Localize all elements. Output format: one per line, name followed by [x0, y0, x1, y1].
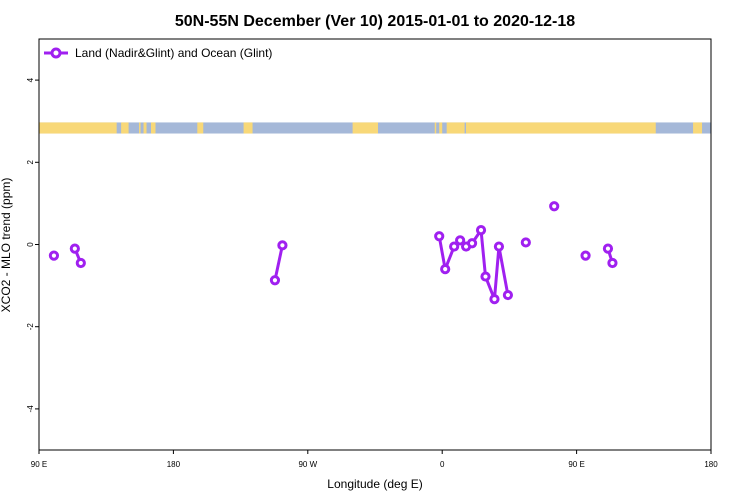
y-tick-label: 4	[26, 77, 35, 82]
x-tick-label: 90 E	[31, 460, 47, 469]
x-tick-label: 90 W	[298, 460, 317, 469]
land-band	[143, 122, 147, 134]
data-point	[480, 271, 491, 282]
y-tick-label: 0	[26, 242, 35, 247]
land-band	[446, 122, 465, 134]
land-band	[466, 122, 656, 134]
data-point	[489, 294, 500, 305]
y-tick-label: -4	[26, 405, 35, 413]
y-axis: -4 -2 0 2 4	[26, 77, 39, 412]
data-point	[466, 238, 478, 249]
x-axis: 90 E 180 90 W 0 90 E 180	[31, 450, 718, 469]
data-point	[434, 231, 445, 242]
y-tick-label: 2	[26, 160, 35, 165]
land-ocean-strip	[39, 122, 711, 134]
land-band	[439, 122, 443, 134]
x-tick-label: 0	[440, 460, 445, 469]
data-point	[502, 289, 514, 301]
chart-title: 50N-55N December (Ver 10) 2015-01-01 to …	[175, 13, 575, 30]
legend-marker-swatch	[50, 47, 62, 59]
land-band	[434, 122, 437, 134]
y-axis-label: XCO2 - MLO trend (ppm)	[0, 178, 13, 313]
x-tick-label: 90 E	[568, 460, 584, 469]
data-point	[440, 264, 451, 275]
land-band	[139, 122, 141, 134]
series-lines	[73, 228, 614, 301]
land-band	[197, 122, 204, 134]
data-point	[602, 243, 614, 254]
x-tick-label: 180	[704, 460, 718, 469]
land-band	[121, 122, 129, 134]
data-point	[269, 275, 281, 286]
data-point	[607, 257, 618, 269]
data-point	[455, 235, 466, 246]
land-band	[243, 122, 253, 134]
data-point	[580, 250, 591, 261]
data-point	[493, 241, 505, 252]
land-band	[693, 122, 703, 134]
y-tick-label: -2	[26, 323, 35, 331]
data-point	[75, 257, 86, 269]
data-point	[277, 240, 288, 251]
land-band	[352, 122, 378, 134]
land-band	[39, 122, 117, 134]
x-axis-label: Longitude (deg E)	[327, 477, 422, 491]
legend-label: Land (Nadir&Glint) and Ocean (Glint)	[75, 46, 272, 60]
land-band	[151, 122, 156, 134]
data-point	[520, 237, 531, 248]
data-point	[449, 241, 460, 252]
data-point	[48, 250, 60, 261]
data-point	[69, 243, 80, 254]
data-point	[475, 225, 487, 236]
data-point	[549, 201, 560, 212]
x-tick-label: 180	[167, 460, 181, 469]
legend: Land (Nadir&Glint) and Ocean (Glint)	[44, 46, 272, 60]
series-line-segment	[273, 245, 284, 281]
series-points	[48, 201, 618, 305]
